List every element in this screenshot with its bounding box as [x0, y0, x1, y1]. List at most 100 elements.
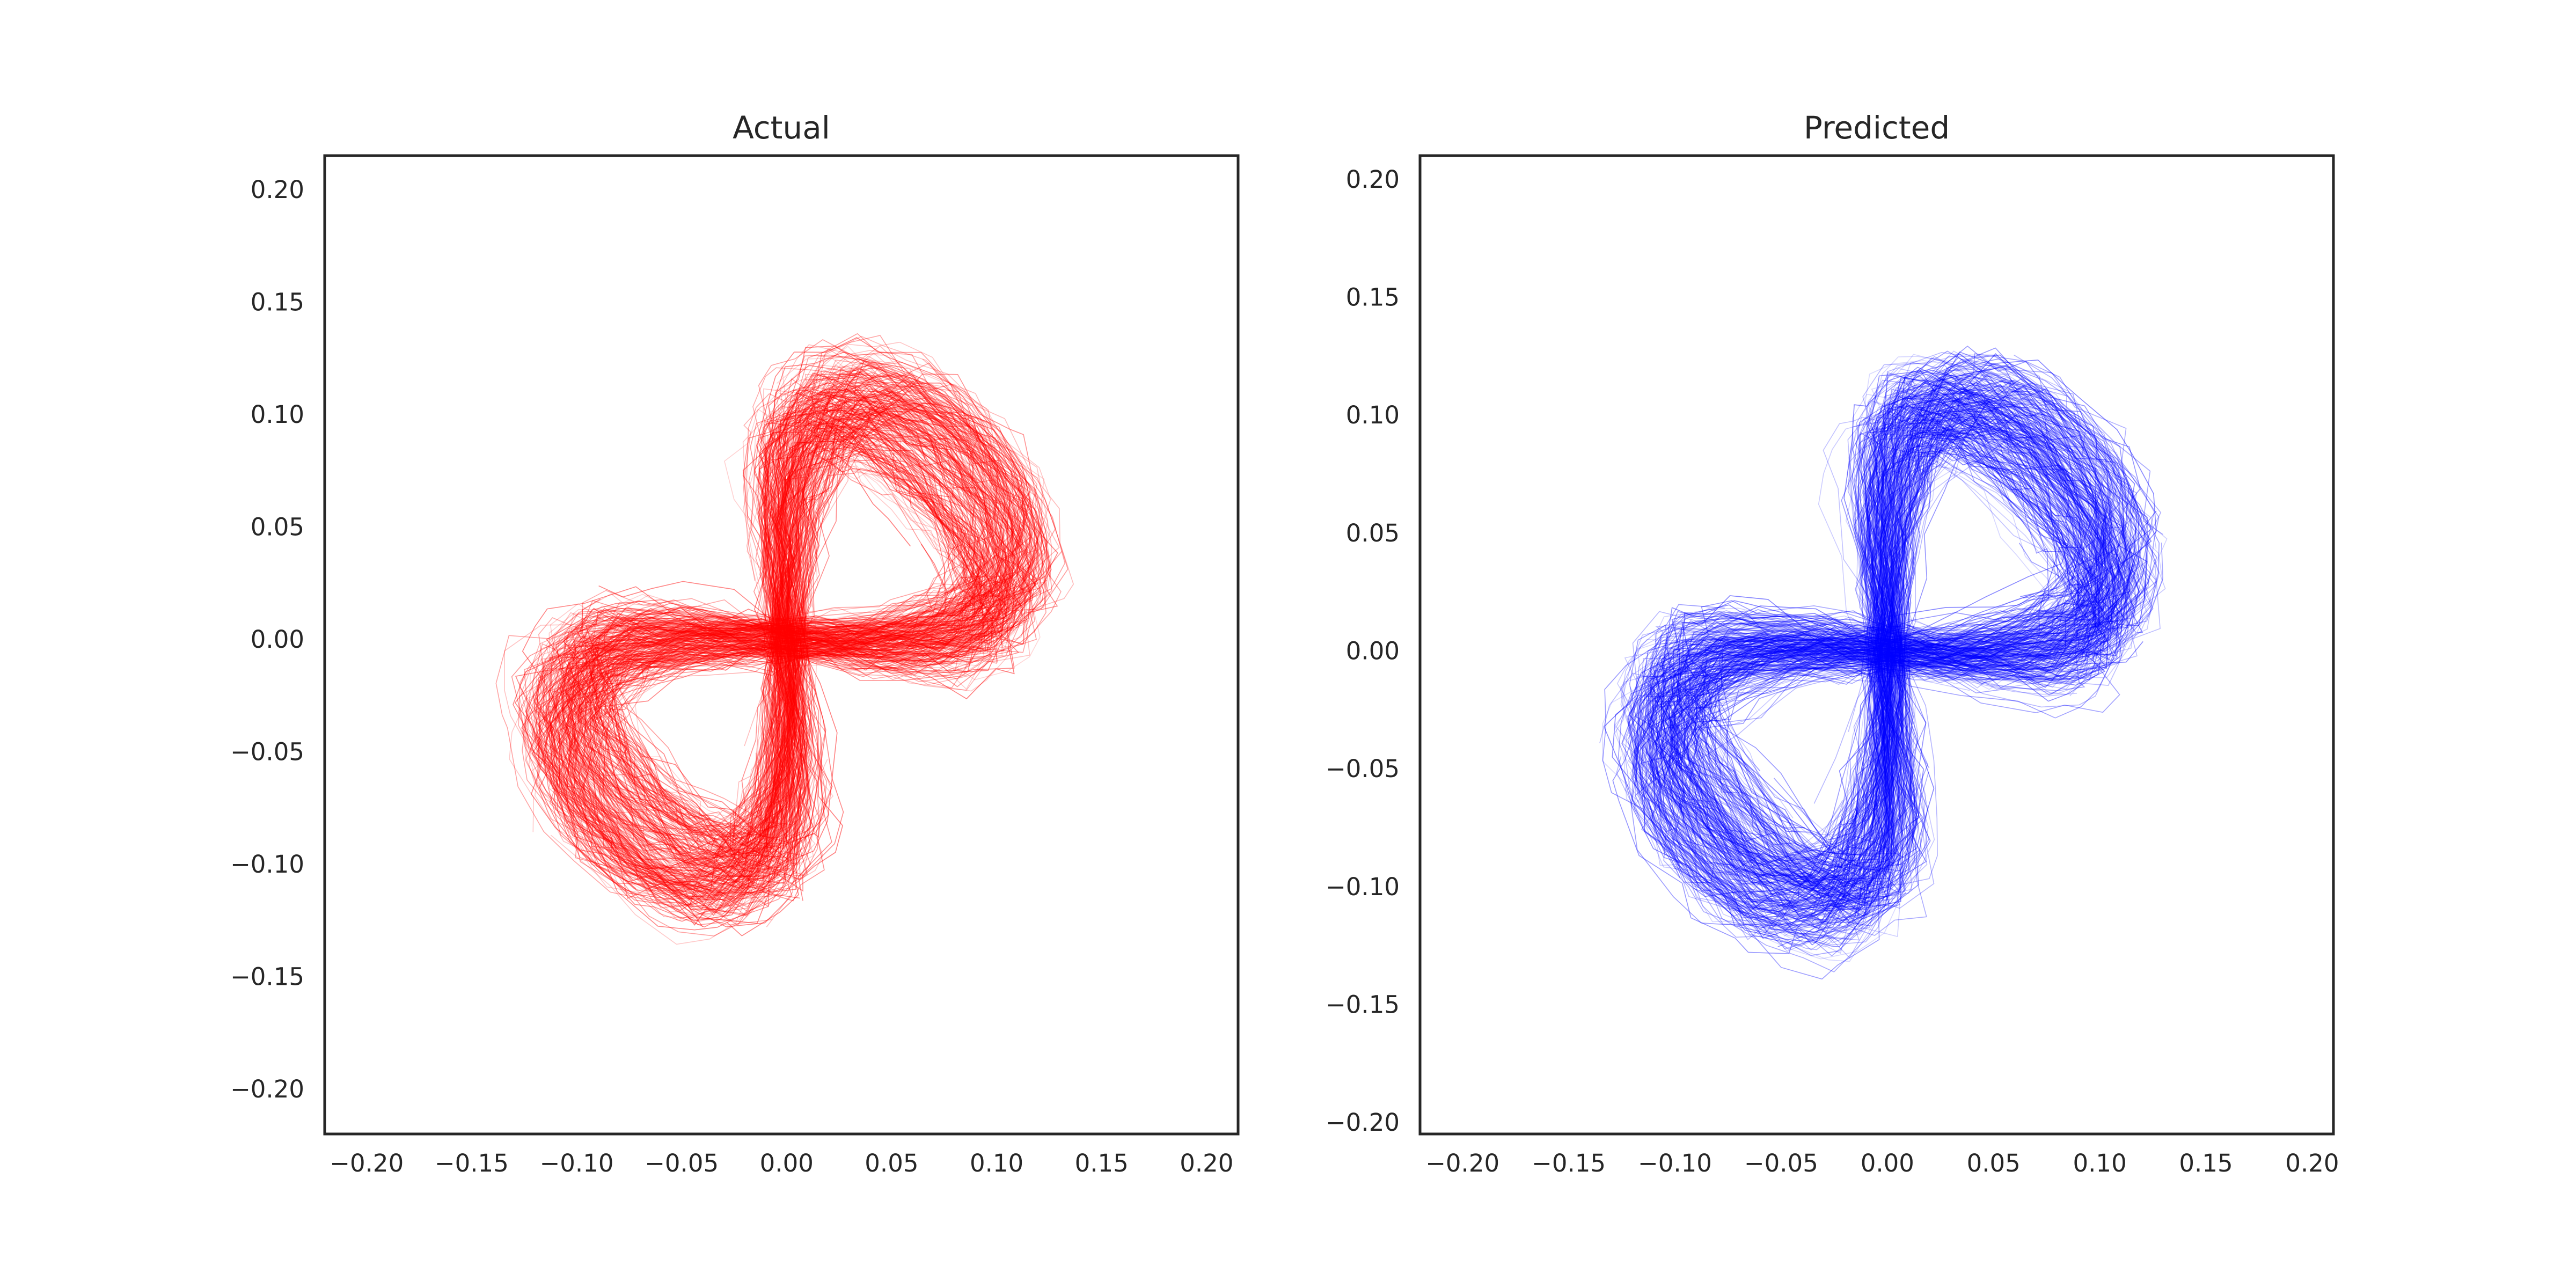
predicted-trajectory-line	[1703, 440, 2067, 850]
actual-x-axis: −0.20 −0.15 −0.10 −0.05 0.00 0.05 0.10 0.15 0.20	[330, 1149, 1233, 1177]
actual-trajectory-line	[536, 387, 1007, 914]
predicted-trajectory-line	[1669, 431, 2085, 907]
actual-trajectory-line	[576, 407, 984, 853]
predicted-trajectory-line	[1649, 399, 2119, 898]
predicted-trajectory-line	[1650, 388, 2126, 905]
predicted-trajectory-line	[1671, 408, 2101, 911]
actual-trajectory-line	[582, 430, 970, 861]
predicted-trajectory-line	[1694, 447, 2093, 866]
actual-trajectory-line	[590, 410, 1004, 858]
actual-trajectory-line	[550, 374, 1021, 881]
predicted-trajectory-line	[1628, 377, 2147, 952]
predicted-trajectory-line	[1660, 409, 2126, 897]
actual-trajectory-line	[521, 382, 1032, 926]
actual-trajectory-line	[576, 409, 1011, 857]
actual-trajectory-line	[557, 416, 1002, 868]
predicted-trajectory-line	[1655, 389, 2137, 885]
predicted-trajectory-line	[1640, 392, 2111, 921]
actual-trajectory-line	[568, 373, 1026, 896]
actual-trajectory-line	[592, 407, 997, 846]
predicted-trajectory-line	[1683, 466, 2058, 867]
actual-trajectory-line	[548, 393, 1007, 896]
actual-trajectory-line	[585, 411, 1015, 880]
predicted-trajectory-line	[1633, 353, 2164, 933]
actual-trajectory-line	[551, 397, 1021, 874]
predicted-trajectory-line	[1621, 362, 2152, 928]
predicted-x-axis: −0.20 −0.15 −0.10 −0.05 0.00 0.05 0.10 0.15 0.20	[1425, 1149, 2339, 1177]
predicted-trajectory-line	[1634, 371, 2148, 950]
predicted-trajectory-line	[1638, 404, 2122, 918]
actual-trajectory-line	[601, 440, 968, 851]
actual-x-tick-label: 0.00	[760, 1149, 814, 1177]
actual-trajectory-line	[588, 397, 1027, 879]
actual-trajectory-line	[557, 378, 1034, 896]
actual-trajectory-line	[562, 407, 1013, 873]
actual-trajectory-line	[556, 410, 1027, 891]
actual-trajectory-line	[561, 396, 1005, 894]
predicted-trajectory-line	[1631, 358, 2160, 956]
predicted-trajectory-line	[1668, 428, 2107, 883]
predicted-y-tick-label: −0.10	[1326, 873, 1400, 901]
predicted-trajectory-line	[1675, 403, 2107, 876]
actual-trajectory-line	[521, 345, 1060, 918]
predicted-trajectory-line	[1642, 401, 2133, 935]
predicted-trajectory-line	[1670, 426, 2079, 864]
actual-trajectory-line	[559, 402, 1021, 901]
predicted-trajectory-line	[1663, 391, 2120, 902]
actual-trajectory-line	[573, 415, 996, 892]
actual-trajectory-line	[565, 406, 1038, 882]
predicted-x-tick-label: 0.05	[1967, 1149, 2021, 1177]
predicted-trajectory-line	[1666, 384, 2126, 900]
actual-trajectory-line	[599, 427, 1007, 852]
actual-trajectory-line	[588, 405, 1007, 859]
actual-trajectory-line	[527, 355, 1035, 892]
predicted-x-tick-label: 0.10	[2073, 1149, 2127, 1177]
predicted-trajectory-line	[1709, 438, 2080, 856]
predicted-trajectory-line	[1664, 382, 2143, 897]
actual-x-tick-label: 0.10	[970, 1149, 1023, 1177]
predicted-trajectory-line	[1653, 370, 2148, 917]
predicted-title: Predicted	[1804, 109, 1950, 146]
actual-trajectory-line	[569, 419, 979, 887]
actual-y-tick-label: 0.00	[251, 625, 304, 654]
predicted-trajectory-line	[1640, 388, 2146, 926]
predicted-trajectory-line	[1718, 437, 2080, 855]
actual-trajectory-line	[555, 389, 1017, 885]
actual-trajectory-line	[514, 352, 1052, 936]
predicted-trajectory-line	[1665, 384, 2125, 898]
predicted-trajectory-line	[1630, 362, 2149, 938]
predicted-y-tick-label: 0.10	[1346, 401, 1400, 429]
predicted-trajectory-line	[1654, 397, 2090, 903]
predicted-trajectory-line	[1694, 424, 2074, 855]
predicted-trajectory-line	[1650, 372, 2125, 923]
actual-trajectory-line	[536, 362, 1063, 897]
predicted-trajectory-line	[1695, 417, 2104, 855]
actual-trajectory-line	[577, 391, 1030, 874]
actual-trajectory-line	[560, 407, 1010, 877]
actual-trajectory-line	[532, 352, 1066, 926]
actual-trajectory-line	[564, 409, 992, 867]
predicted-trajectory-line	[1656, 425, 2136, 904]
actual-trajectory-line	[540, 389, 1016, 898]
predicted-trajectory-line	[1655, 363, 2148, 940]
predicted-trajectory-line	[1653, 380, 2104, 894]
predicted-trajectory-line	[1645, 365, 2124, 899]
predicted-y-axis: 0.20 0.15 0.10 0.05 0.00 −0.05 −0.10 −0.15 −0.20	[1326, 165, 1400, 1137]
predicted-trajectory-line	[1699, 422, 2083, 868]
actual-trajectory-line	[536, 385, 1036, 902]
actual-trajectory-line	[574, 431, 1007, 879]
actual-trajectory-line	[538, 364, 1052, 891]
predicted-trajectory-line	[1629, 369, 2118, 923]
actual-trajectory-line	[539, 364, 1062, 910]
predicted-trajectory-line	[1640, 366, 2157, 972]
actual-trajectory-line	[574, 426, 979, 858]
actual-trajectory-line	[538, 367, 1034, 881]
predicted-trajectory-line	[1658, 384, 2097, 882]
actual-x-tick-label: 0.05	[865, 1149, 918, 1177]
predicted-trajectory-line	[1648, 371, 2140, 927]
predicted-trajectory-line	[1662, 431, 2105, 890]
predicted-trajectory-line	[1660, 372, 2117, 903]
predicted-y-tick-label: −0.20	[1326, 1108, 1400, 1137]
predicted-trajectory-line	[1637, 374, 2104, 898]
